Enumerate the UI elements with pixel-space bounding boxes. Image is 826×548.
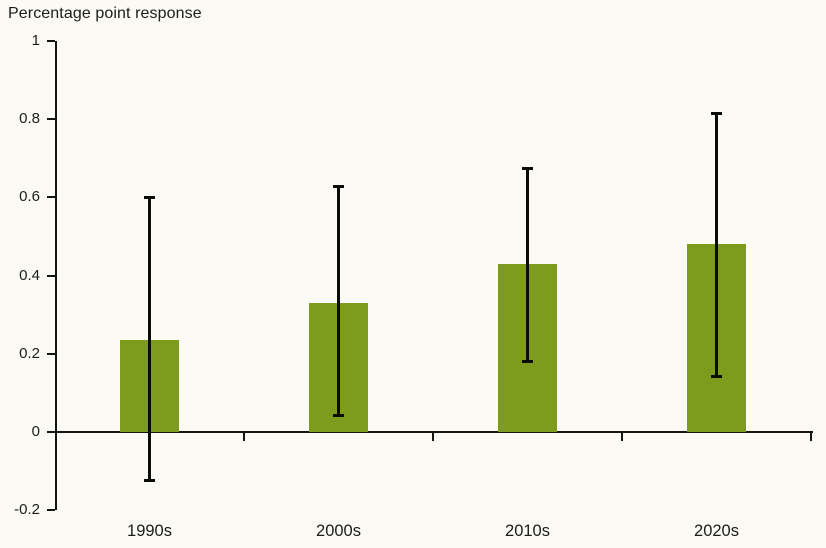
x-axis-label: 2020s: [694, 522, 739, 540]
error-bar-cap-bottom: [333, 414, 344, 418]
y-axis-tick: [47, 431, 55, 433]
error-bar-line: [148, 197, 151, 481]
x-axis-tick: [243, 432, 245, 441]
y-axis-line: [55, 41, 57, 511]
error-bar-line: [715, 113, 718, 378]
x-axis-label: 1990s: [127, 522, 172, 540]
error-bar-line: [337, 185, 340, 417]
x-axis-line: [55, 431, 813, 433]
error-bar-cap-top: [522, 167, 533, 171]
error-bar-cap-top: [711, 112, 722, 116]
y-axis-tick-label: -0.2: [14, 501, 40, 519]
y-axis-tick: [47, 196, 55, 199]
error-bar-cap-top: [144, 196, 155, 200]
x-axis-tick: [432, 432, 434, 441]
x-axis-tick: [810, 432, 812, 441]
y-axis-tick: [47, 118, 55, 121]
y-axis-tick: [47, 352, 55, 355]
y-axis-tick-label: 0.8: [19, 110, 40, 128]
y-axis-tick: [47, 509, 55, 512]
error-bar-cap-bottom: [144, 478, 155, 482]
x-axis-label: 2000s: [316, 522, 361, 540]
y-axis-tick: [47, 40, 55, 42]
y-axis-tick-label: 0.6: [19, 188, 40, 206]
error-bar-cap-bottom: [522, 359, 533, 363]
chart-title: Percentage point response: [8, 5, 202, 22]
x-axis-tick: [621, 432, 623, 441]
error-bar-cap-top: [333, 184, 344, 188]
y-axis-tick-label: 0.2: [19, 344, 40, 362]
y-axis-tick-label: 0: [31, 423, 40, 440]
error-bar-line: [526, 168, 529, 362]
y-axis-tick: [47, 274, 55, 277]
error-bar-cap-bottom: [711, 375, 722, 379]
y-axis-tick-label: 0.4: [19, 266, 40, 284]
x-axis-label: 2010s: [505, 522, 550, 540]
y-axis-tick-label: 1: [31, 32, 40, 49]
